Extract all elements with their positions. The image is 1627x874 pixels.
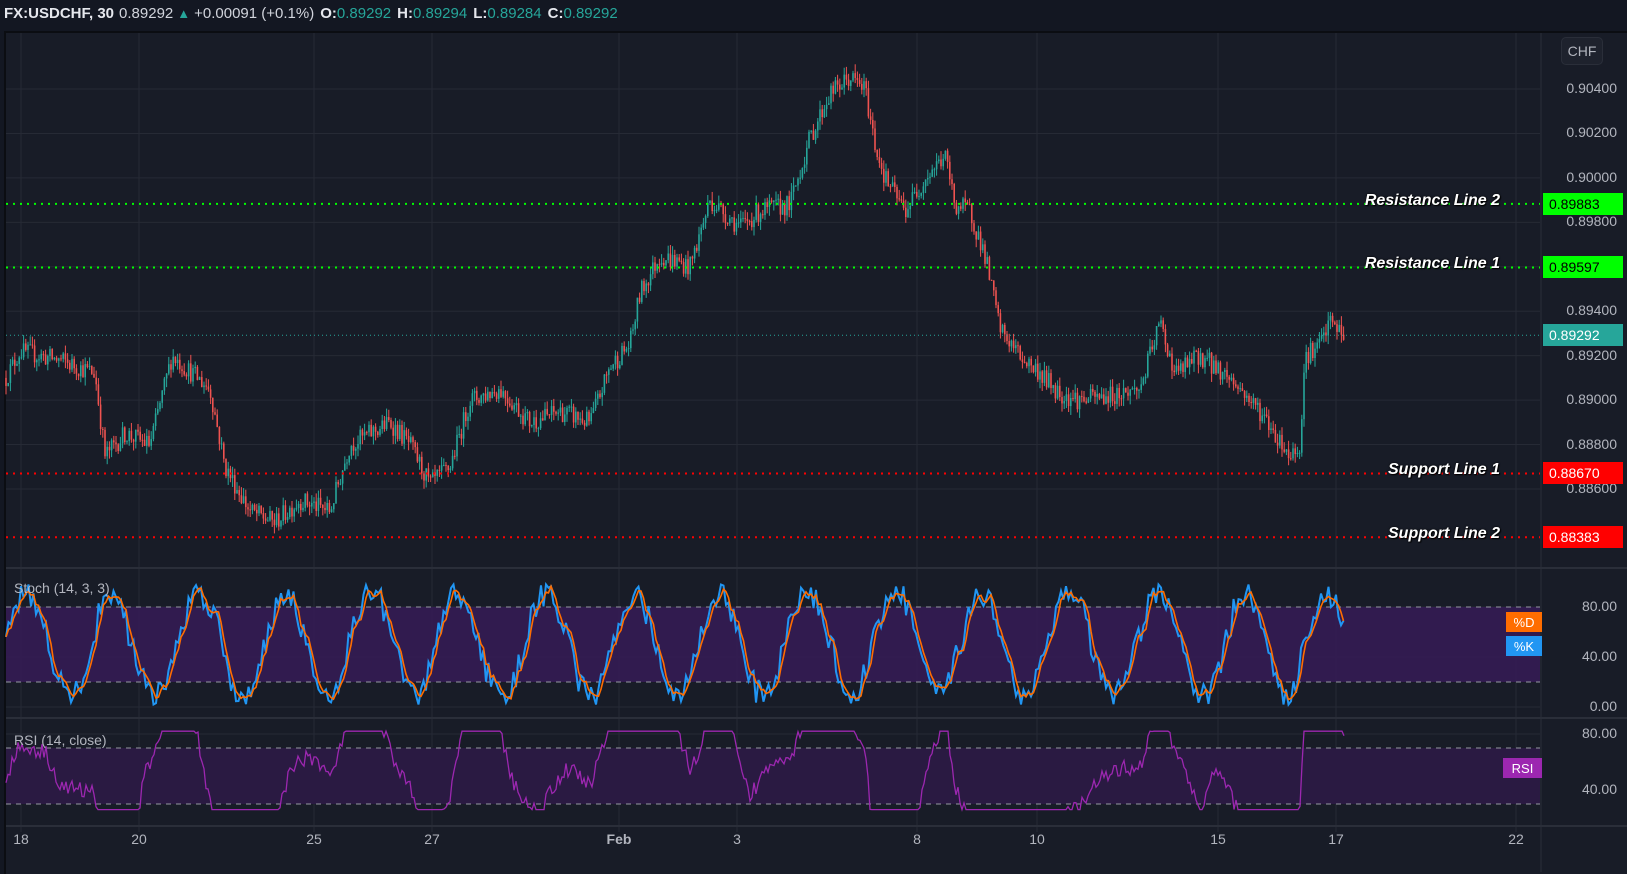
time-tick: 10: [1029, 831, 1045, 847]
price-tick: 0.90400: [1566, 80, 1617, 96]
time-tick: 22: [1508, 831, 1524, 847]
level-price-tag: 0.88670: [1543, 462, 1623, 485]
last-price: 0.89292: [119, 4, 174, 22]
level-label: Support Line 2: [1388, 525, 1500, 543]
close-value: 0.89292: [563, 4, 618, 22]
current-price-tag: 0.89292: [1543, 324, 1623, 347]
level-price-tag: 0.89883: [1543, 192, 1623, 215]
price-tick: 0.89800: [1566, 213, 1617, 230]
stoch-title[interactable]: Stoch (14, 3, 3): [14, 580, 110, 596]
time-tick: 20: [131, 831, 147, 847]
symbol-title[interactable]: FX:USDCHF, 30: [4, 4, 115, 22]
low-key: L:: [473, 4, 488, 22]
level-label: Resistance Line 2: [1364, 191, 1500, 209]
currency-button[interactable]: CHF: [1561, 37, 1603, 65]
triangle-up-icon: ▲: [177, 5, 191, 21]
time-tick: 18: [13, 831, 29, 847]
close-key: C:: [547, 4, 564, 22]
high-value: 0.89294: [412, 4, 468, 22]
stoch-tick: 40.00: [1581, 648, 1617, 664]
rsi-tag: RSI: [1503, 758, 1542, 778]
open-value: 0.89292: [336, 4, 392, 22]
symbol-header: FX:USDCHF, 30 0.89292 ▲ +0.00091 (+0.1%)…: [0, 0, 1627, 26]
low-value: 0.89284: [487, 4, 542, 22]
time-tick: 27: [424, 831, 440, 847]
rsi-tick: 40.00: [1581, 781, 1617, 797]
open-key: O:: [320, 4, 337, 22]
stoch-d-tag: %D: [1506, 612, 1542, 632]
rsi-title[interactable]: RSI (14, close): [14, 732, 107, 748]
price-tick: 0.89400: [1566, 302, 1617, 319]
rsi-tick: 80.00: [1581, 725, 1617, 741]
time-tick: Feb: [606, 831, 632, 847]
level-label: Support Line 1: [1388, 461, 1500, 479]
price-tick: 0.90000: [1566, 168, 1617, 185]
level-price-tag: 0.89597: [1543, 256, 1623, 279]
time-tick: 17: [1328, 831, 1344, 847]
stoch-k-tag: %K: [1506, 636, 1542, 656]
high-key: H:: [397, 4, 413, 22]
time-tick: 15: [1210, 831, 1226, 847]
price-tick: 0.90200: [1566, 124, 1617, 141]
level-label: Resistance Line 1: [1364, 255, 1500, 273]
price-change: +0.00091 (+0.1%): [194, 4, 315, 22]
time-tick: 3: [733, 831, 741, 847]
stoch-tick: 0.00: [1589, 698, 1617, 714]
stoch-tick: 80.00: [1581, 598, 1617, 614]
price-tick: 0.89200: [1566, 346, 1617, 363]
time-tick: 25: [306, 831, 322, 847]
level-price-tag: 0.88383: [1543, 526, 1623, 549]
price-tick: 0.89000: [1566, 391, 1617, 408]
price-tick: 0.88800: [1566, 435, 1617, 452]
time-tick: 8: [913, 831, 921, 847]
